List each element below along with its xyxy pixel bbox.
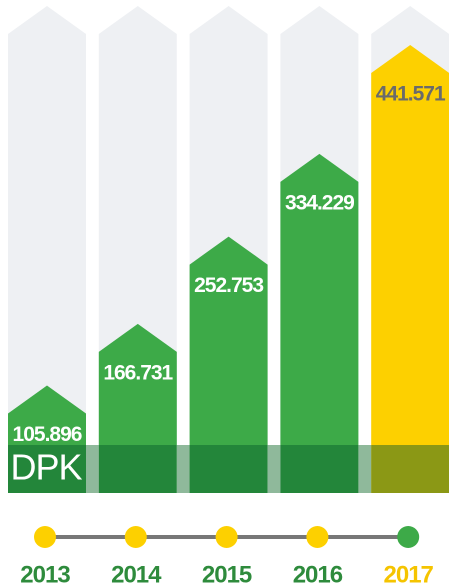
x-tick-label: 2017: [384, 561, 434, 588]
x-tick-label: 2016: [293, 561, 343, 588]
timeline-marker: [124, 526, 147, 548]
x-tick-label: 2013: [20, 561, 70, 588]
timeline-marker: [306, 526, 329, 548]
band-segment: [8, 445, 86, 493]
band-segment: [280, 445, 359, 493]
band-segment: [189, 445, 268, 493]
x-tick-label: 2014: [111, 561, 162, 588]
value-label: 334.229: [285, 191, 354, 214]
value-label: 441.571: [376, 83, 446, 106]
timeline-marker: [397, 526, 420, 548]
x-tick-label: 2015: [202, 561, 252, 588]
band-label: DPK: [10, 447, 82, 488]
value-label: 105.896: [13, 423, 82, 446]
band-gap: [176, 445, 190, 493]
band: [8, 445, 449, 493]
bar: [371, 45, 449, 493]
value-label: 166.731: [103, 361, 173, 384]
bar: [280, 153, 359, 493]
band-gap: [86, 445, 99, 493]
bar: [189, 236, 268, 493]
band-gap: [267, 445, 281, 493]
band-segment: [371, 445, 449, 493]
value-label: 252.753: [194, 274, 263, 297]
band-segment: [98, 445, 177, 493]
timeline-marker: [215, 526, 238, 548]
timeline-marker: [34, 526, 56, 548]
column-background: [8, 6, 86, 493]
timeline-markers: 2013 2014 2015 2016 2017: [20, 526, 435, 588]
band-gap: [358, 445, 372, 493]
